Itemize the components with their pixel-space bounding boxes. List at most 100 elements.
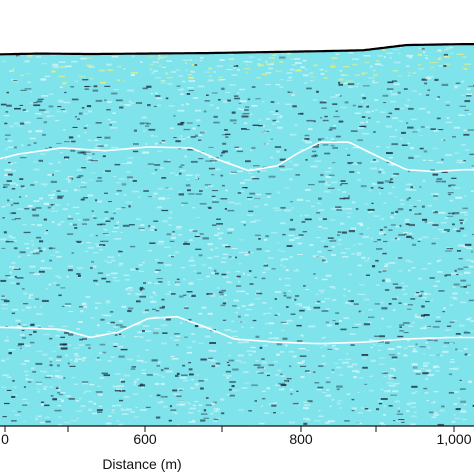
- trace-speckle: [394, 400, 400, 403]
- trace-speckle: [380, 64, 384, 66]
- trace-speckle: [130, 74, 135, 76]
- trace-speckle: [373, 241, 378, 243]
- trace-speckle: [422, 353, 426, 355]
- trace-speckle: [228, 256, 232, 258]
- trace-speckle: [155, 97, 162, 100]
- trace-speckle: [182, 80, 185, 83]
- trace-speckle: [67, 233, 74, 235]
- trace-speckle: [352, 408, 357, 410]
- trace-speckle: [254, 205, 259, 208]
- trace-speckle: [399, 224, 402, 227]
- trace-speckle: [11, 395, 16, 398]
- trace-speckle: [458, 244, 465, 247]
- trace-speckle: [448, 193, 451, 196]
- trace-speckle: [270, 138, 273, 140]
- trace-speckle: [88, 408, 92, 411]
- trace-speckle: [119, 333, 122, 335]
- trace-speckle: [462, 56, 467, 58]
- trace-speckle: [75, 213, 80, 215]
- trace-speckle: [103, 219, 106, 222]
- trace-speckle: [12, 212, 17, 214]
- trace-speckle: [329, 127, 337, 130]
- trace-speckle: [175, 374, 179, 377]
- trace-speckle: [133, 383, 136, 386]
- trace-speckle: [413, 366, 418, 368]
- trace-speckle: [442, 311, 445, 313]
- trace-speckle: [176, 424, 180, 426]
- trace-speckle: [97, 176, 102, 179]
- trace-speckle: [407, 308, 412, 310]
- trace-speckle: [74, 116, 77, 118]
- trace-speckle: [175, 140, 181, 143]
- trace-speckle: [309, 80, 314, 82]
- trace-speckle: [276, 102, 280, 105]
- trace-speckle: [274, 298, 277, 300]
- trace-speckle: [147, 104, 151, 107]
- trace-speckle: [276, 343, 283, 346]
- tick-label-800: 800: [289, 431, 313, 447]
- trace-speckle: [56, 375, 63, 378]
- trace-speckle: [332, 320, 336, 322]
- trace-speckle: [335, 53, 340, 55]
- trace-speckle: [268, 364, 274, 367]
- trace-speckle: [226, 281, 233, 284]
- trace-speckle: [194, 174, 201, 176]
- trace-speckle: [459, 227, 465, 230]
- trace-speckle: [365, 110, 371, 113]
- trace-speckle: [200, 56, 204, 59]
- trace-speckle: [324, 181, 328, 184]
- trace-speckle: [142, 325, 150, 327]
- trace-speckle: [207, 312, 213, 315]
- trace-speckle: [299, 355, 307, 357]
- trace-speckle: [448, 184, 451, 187]
- trace-speckle: [398, 302, 402, 304]
- trace-speckle: [322, 119, 329, 122]
- trace-speckle: [115, 207, 122, 210]
- trace-speckle: [204, 71, 211, 73]
- trace-speckle: [459, 219, 464, 221]
- trace-speckle: [96, 409, 103, 412]
- trace-speckle: [391, 217, 396, 219]
- trace-speckle: [313, 306, 321, 309]
- x-axis-ticks: [4, 426, 455, 432]
- trace-speckle: [188, 90, 194, 92]
- trace-speckle: [457, 397, 461, 399]
- trace-speckle: [318, 198, 322, 200]
- trace-speckle: [11, 79, 18, 81]
- trace-speckle: [325, 381, 331, 384]
- trace-speckle: [27, 55, 33, 57]
- trace-speckle: [182, 364, 186, 367]
- trace-speckle: [86, 57, 92, 59]
- trace-speckle: [6, 180, 12, 182]
- trace-speckle: [445, 121, 453, 123]
- trace-speckle: [245, 64, 249, 66]
- trace-speckle: [316, 237, 321, 239]
- trace-speckle: [279, 264, 283, 266]
- trace-speckle: [433, 391, 439, 393]
- trace-speckle: [166, 197, 170, 199]
- trace-speckle: [446, 325, 452, 327]
- trace-speckle: [180, 135, 183, 137]
- trace-speckle: [180, 322, 183, 324]
- trace-speckle: [226, 160, 230, 163]
- trace-speckle: [260, 405, 263, 408]
- trace-speckle: [374, 63, 381, 66]
- trace-speckle: [180, 164, 185, 166]
- trace-speckle: [252, 124, 260, 126]
- trace-speckle: [371, 82, 379, 84]
- trace-speckle: [391, 377, 397, 379]
- trace-speckle: [412, 212, 419, 214]
- trace-speckle: [95, 302, 102, 304]
- trace-speckle: [413, 206, 417, 208]
- trace-speckle: [421, 78, 428, 81]
- trace-speckle: [432, 238, 439, 240]
- trace-speckle: [161, 196, 166, 199]
- trace-speckle: [256, 248, 262, 251]
- trace-speckle: [437, 96, 440, 98]
- horizon-horizon-upper: [0, 141, 474, 173]
- trace-speckle: [318, 289, 325, 292]
- trace-speckle: [255, 290, 260, 293]
- trace-speckle: [8, 352, 12, 355]
- trace-speckle: [174, 251, 179, 254]
- trace-speckle: [370, 359, 376, 362]
